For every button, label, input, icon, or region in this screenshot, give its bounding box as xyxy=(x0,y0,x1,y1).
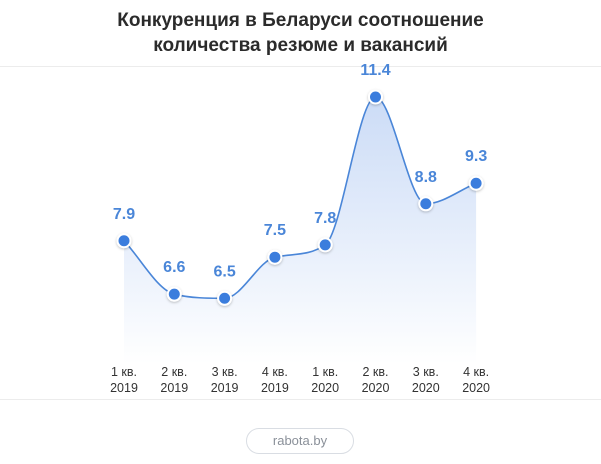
chart-title: Конкуренция в Беларуси соотношение колич… xyxy=(0,8,601,58)
area-fill xyxy=(124,96,477,365)
top-divider xyxy=(0,66,601,67)
x-tick-label: 4 кв. 2020 xyxy=(462,365,490,395)
x-tick-label: 4 кв. 2019 xyxy=(261,365,289,395)
x-tick-label: 3 кв. 2020 xyxy=(412,365,440,395)
data-label: 9.3 xyxy=(465,148,487,165)
x-tick-label: 2 кв. 2020 xyxy=(362,365,390,395)
data-label: 6.5 xyxy=(213,263,235,280)
title-line-2: количества резюме и вакансий xyxy=(153,35,448,56)
data-point xyxy=(317,237,333,253)
data-point xyxy=(468,175,484,191)
data-label: 7.8 xyxy=(314,210,336,227)
data-label: 8.8 xyxy=(415,169,437,186)
data-point xyxy=(166,286,182,302)
x-tick-label: 3 кв. 2019 xyxy=(211,365,239,395)
data-label: 7.5 xyxy=(264,222,286,239)
data-label: 11.4 xyxy=(360,62,390,79)
data-point xyxy=(418,196,434,212)
data-label: 6.6 xyxy=(163,259,185,276)
x-tick-label: 2 кв. 2019 xyxy=(160,365,188,395)
x-tick-label: 1 кв. 2020 xyxy=(311,365,339,395)
data-point xyxy=(267,249,283,265)
x-tick-label: 1 кв. 2019 xyxy=(110,365,138,395)
x-axis-tick-labels: 1 кв. 2019 2 кв. 2019 3 кв. 2019 4 кв. 2019 1 кв… xyxy=(110,365,490,395)
data-labels: 7.9 6.6 6.5 7.5 7.8 11.4 8.8 9.3 xyxy=(113,62,487,280)
data-points xyxy=(116,89,484,306)
bottom-divider xyxy=(0,399,601,400)
source-badge: rabota.by xyxy=(246,428,354,454)
data-label: 7.9 xyxy=(113,206,135,223)
title-line-1: Конкуренция в Беларуси соотношение xyxy=(117,10,484,31)
data-point xyxy=(217,290,233,306)
data-point xyxy=(116,233,132,249)
source-label: rabota.by xyxy=(272,433,328,448)
data-point xyxy=(368,89,383,105)
